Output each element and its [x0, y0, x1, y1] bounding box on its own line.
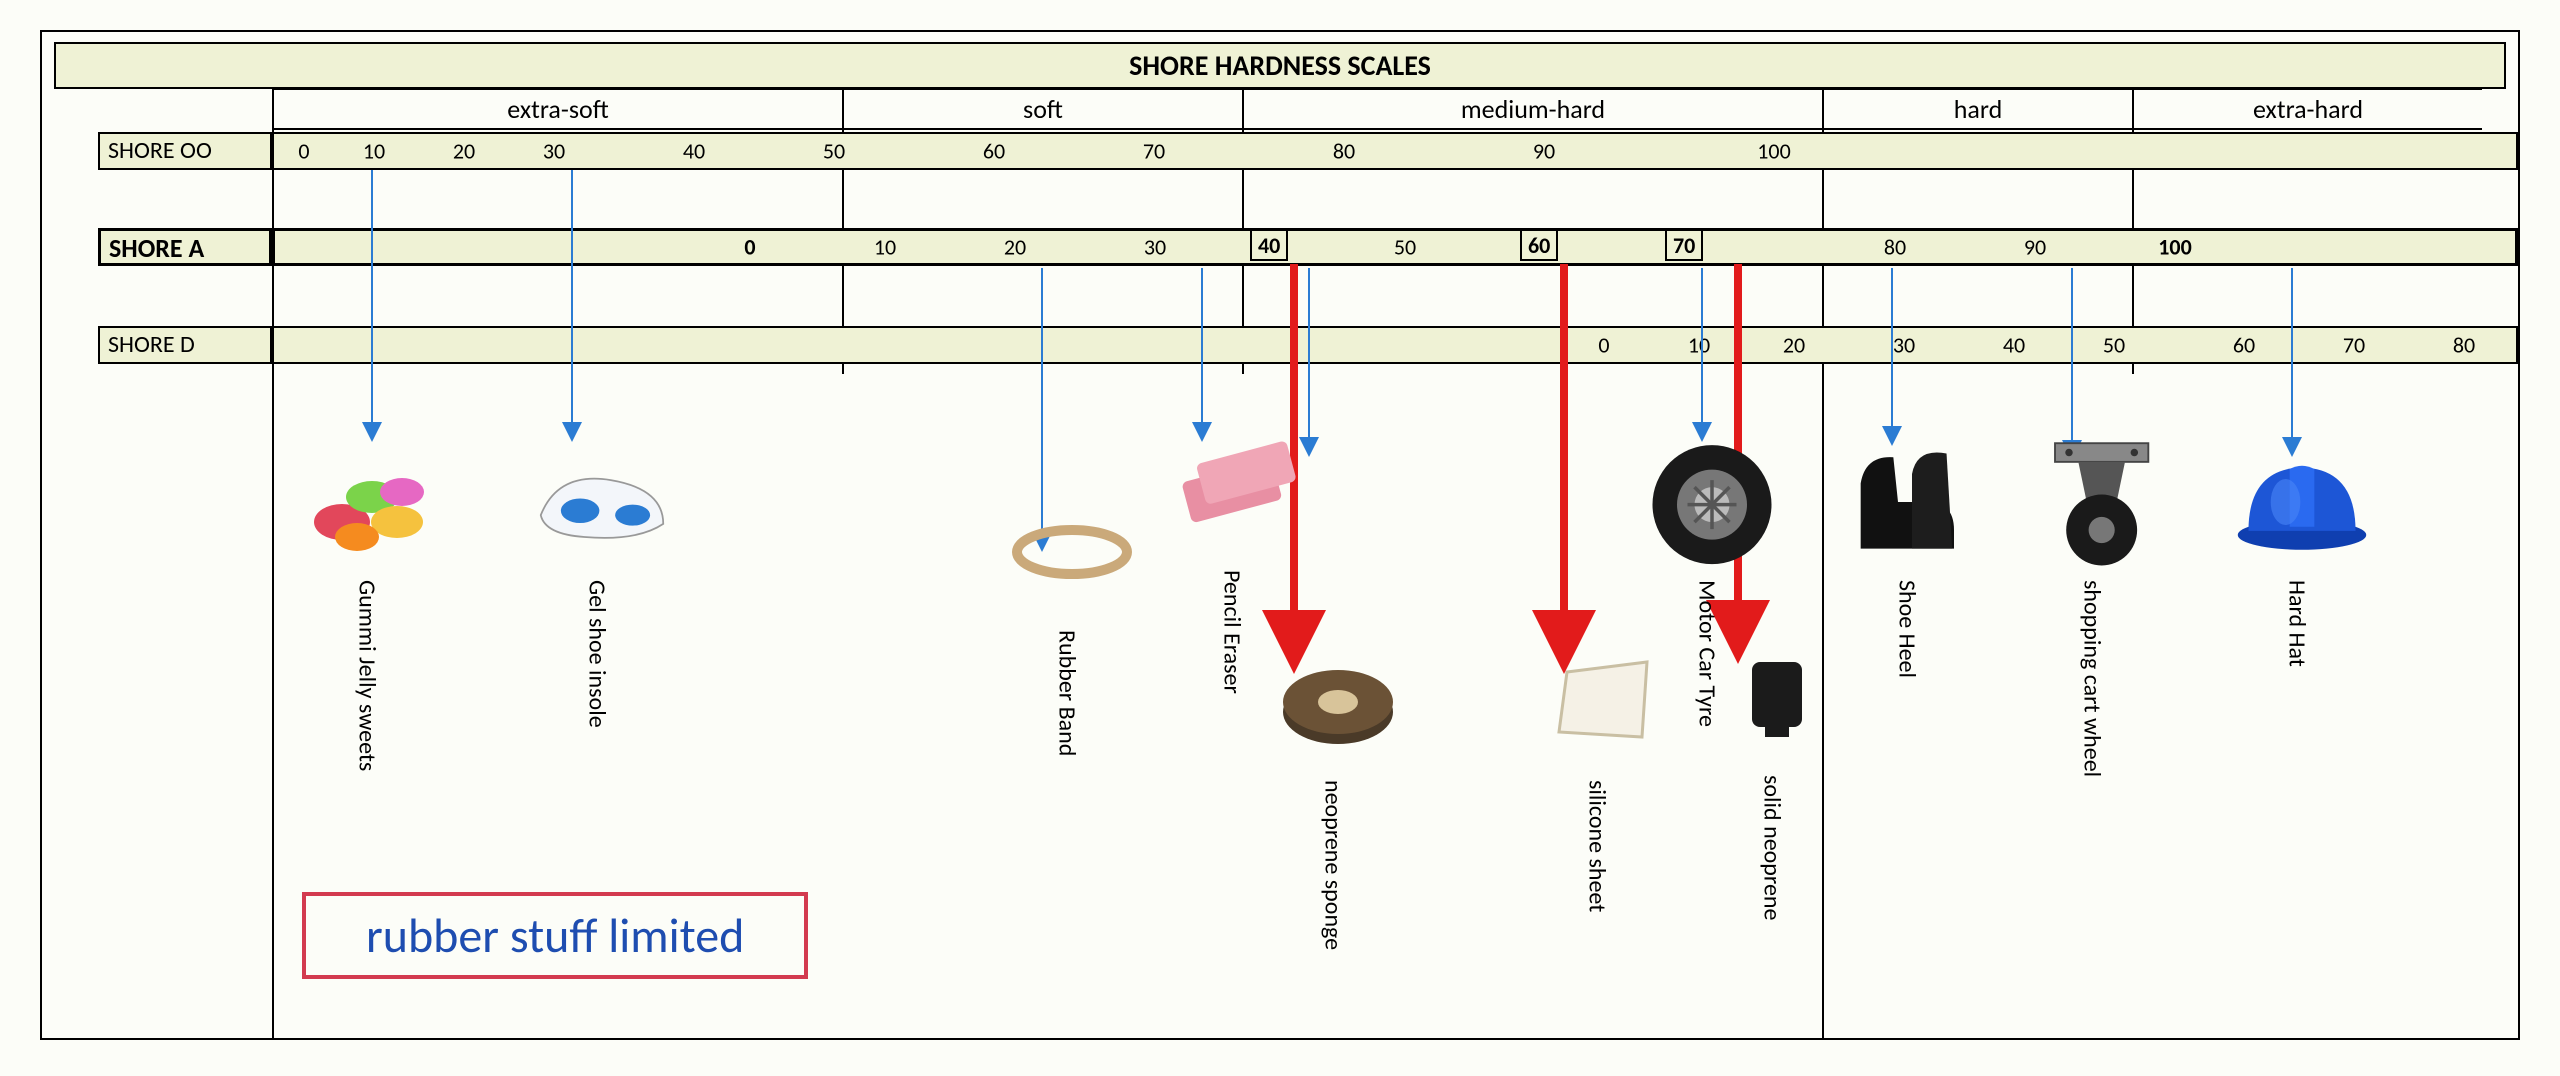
boxed-tick: 60 [1520, 229, 1558, 261]
tick: 0 [1598, 332, 1609, 359]
tick: 30 [543, 138, 565, 165]
example-label: silicone sheet [1583, 780, 1612, 1040]
tick: 90 [1533, 138, 1555, 165]
category-medium-hard: medium-hard [1242, 88, 1822, 130]
example-label: Gel shoe insole [583, 580, 612, 840]
scale-label-shore-d: SHORE D [98, 326, 272, 364]
neo-sponge-icon [1268, 632, 1408, 772]
boxed-tick: 40 [1250, 229, 1288, 261]
tick: 60 [2233, 332, 2255, 359]
pencil-eraser-icon [1167, 422, 1307, 562]
tick: 100 [1757, 138, 1790, 165]
tick: 30 [1144, 234, 1166, 261]
category-extra-hard: extra-hard [2132, 88, 2482, 130]
tick: 80 [1884, 234, 1906, 261]
example-hard-hat: Hard Hat [2232, 432, 2362, 840]
tick: 10 [874, 234, 896, 261]
brand-box: rubber stuff limited [302, 892, 808, 979]
tick: 10 [363, 138, 385, 165]
scale-bar-shore-oo: 0 10 20 30 40 50 60 70 80 90 100 [272, 132, 2518, 170]
gel-insole-icon [532, 432, 672, 572]
chart-title: SHORE HARDNESS SCALES [54, 42, 2506, 89]
hard-hat-icon [2232, 432, 2372, 572]
example-gummi: Gummi Jelly sweets [302, 432, 432, 840]
scale-bar-shore-d: 0 10 20 30 40 50 60 70 80 [272, 326, 2518, 364]
chart-frame: SHORE HARDNESS SCALES extra-softsoftmedi… [40, 30, 2520, 1040]
tick: 10 [1688, 332, 1710, 359]
tick: 90 [2024, 234, 2046, 261]
example-label: Rubber Band [1053, 630, 1082, 890]
example-label: Pencil Eraser [1218, 570, 1247, 830]
example-neo-sponge: neoprene sponge [1268, 632, 1398, 1040]
boxed-tick: 70 [1665, 229, 1703, 261]
example-label: solid neoprene [1758, 775, 1787, 1035]
tick: 100 [2158, 234, 2191, 261]
rubber-band-icon [1002, 482, 1142, 622]
category-hard: hard [1822, 88, 2132, 130]
category-soft: soft [842, 88, 1242, 130]
tick: 80 [1333, 138, 1355, 165]
shoe-heel-icon [1842, 432, 1982, 572]
example-rubber-band: Rubber Band [1002, 482, 1132, 890]
example-label: neoprene sponge [1319, 780, 1348, 1040]
tick: 40 [2003, 332, 2025, 359]
scale-bar-shore-a: 0 10 20 30 50 80 90 100 40 60 70 [272, 228, 2518, 266]
example-label: Hard Hat [2283, 580, 2312, 840]
category-row: extra-softsoftmedium-hardhardextra-hard [272, 88, 2518, 130]
example-cart-wheel: shopping cart wheel [2027, 432, 2157, 840]
example-label: Shoe Heel [1893, 580, 1922, 840]
tick: 70 [1143, 138, 1165, 165]
tick: 50 [823, 138, 845, 165]
example-solid-neo: solid neoprene [1707, 627, 1837, 1035]
tick: 0 [744, 234, 755, 261]
example-label: Gummi Jelly sweets [353, 580, 382, 840]
tick: 50 [2103, 332, 2125, 359]
example-label: shopping cart wheel [2078, 580, 2107, 840]
tick: 80 [2453, 332, 2475, 359]
tick: 40 [683, 138, 705, 165]
category-extra-soft: extra-soft [272, 88, 842, 130]
tick: 20 [453, 138, 475, 165]
tick: 70 [2343, 332, 2365, 359]
tick: 60 [983, 138, 1005, 165]
tick: 20 [1004, 234, 1026, 261]
example-shoe-heel: Shoe Heel [1842, 432, 1972, 840]
scale-label-shore-oo: SHORE OO [98, 132, 272, 170]
tick: 50 [1394, 234, 1416, 261]
cart-wheel-icon [2027, 432, 2167, 572]
gummi-icon [302, 432, 442, 572]
tick: 20 [1783, 332, 1805, 359]
scale-label-shore-a: SHORE A [98, 228, 272, 266]
solid-neo-icon [1707, 627, 1847, 767]
tick: 0 [298, 138, 309, 165]
tyre-icon [1642, 432, 1782, 572]
tick: 30 [1893, 332, 1915, 359]
example-gel-insole: Gel shoe insole [532, 432, 662, 840]
